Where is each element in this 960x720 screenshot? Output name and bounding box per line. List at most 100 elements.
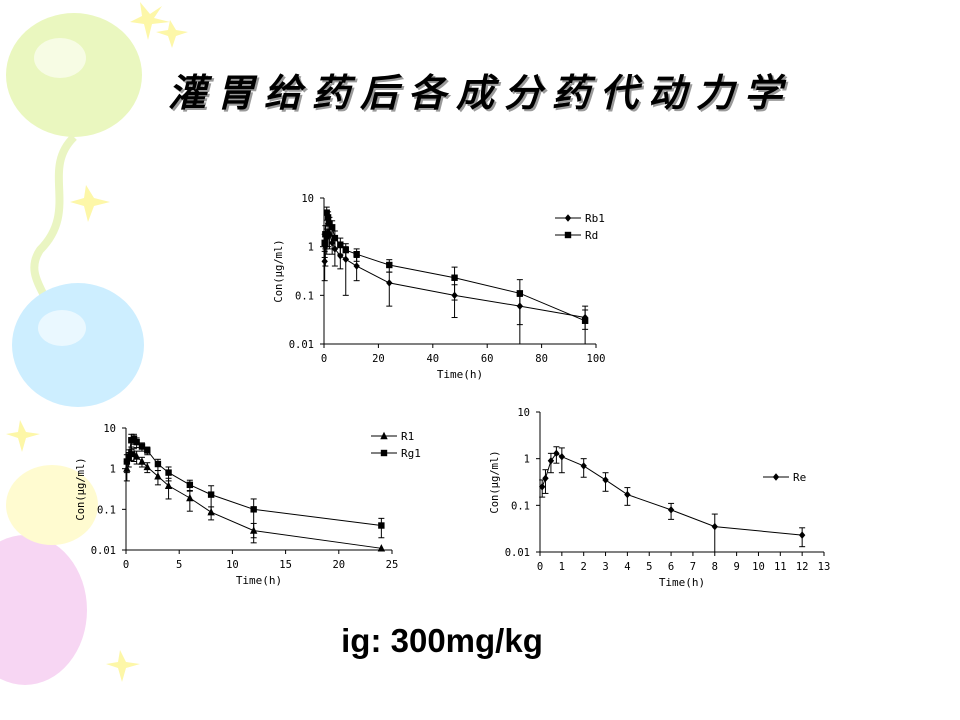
data-point-R1	[186, 493, 194, 502]
data-point-Rd	[516, 290, 524, 297]
blue-balloon-highlight	[38, 310, 86, 346]
data-point-Rg1	[250, 506, 257, 513]
x-tick-label: 6	[668, 561, 674, 573]
x-tick-label: 10	[226, 559, 239, 571]
data-point-Rd	[326, 220, 333, 227]
legend-label-Rg1: Rg1	[401, 447, 421, 460]
data-point-Rd	[331, 234, 339, 242]
y-tick-label: 0.1	[511, 500, 530, 512]
pk-chart-re: 0 1 2 3 4 5 6 7 8 9 10 11 12 130.010.1110Time(h)Con(μ…	[489, 407, 831, 589]
data-point-Rd	[322, 231, 329, 238]
y-axis-label: Con(μg/ml)	[273, 239, 285, 302]
data-point-Re	[558, 453, 566, 461]
x-tick-label: 0	[321, 353, 327, 365]
pink-balloon	[0, 535, 87, 685]
series-Rg1	[123, 433, 385, 539]
data-point-Rd	[581, 317, 589, 324]
data-point-Rd	[353, 251, 360, 258]
data-point-Re	[798, 531, 806, 539]
x-tick-label: 40	[426, 353, 439, 365]
blue-balloon	[12, 283, 144, 407]
legend-label-R1: R1	[401, 430, 414, 443]
legend-marker-Rd	[564, 231, 572, 239]
data-point-Rg1	[138, 443, 146, 450]
y-tick-label: 1	[524, 454, 530, 466]
legend-marker-Rb1	[564, 214, 572, 222]
legend-marker-Rg1	[380, 449, 388, 457]
series-Re	[538, 446, 806, 553]
data-point-R1	[138, 457, 146, 465]
y-tick-label: 10	[103, 423, 116, 435]
x-tick-label: 20	[372, 353, 385, 365]
x-tick-label: 5	[646, 561, 652, 573]
data-point-Re	[711, 522, 718, 531]
data-point-R1	[154, 472, 162, 480]
x-tick-label: 11	[774, 561, 787, 573]
x-tick-label: 100	[587, 353, 606, 365]
y-tick-label: 0.1	[295, 290, 314, 302]
data-point-Rd	[386, 261, 393, 269]
data-point-Rg1	[186, 481, 194, 489]
y-tick-label: 10	[301, 193, 314, 205]
x-tick-label: 10	[752, 561, 765, 573]
series-Rd	[321, 206, 589, 345]
data-point-Rd	[328, 224, 336, 231]
data-point-Rd	[451, 274, 458, 281]
data-point-Rg1	[133, 438, 140, 446]
data-point-Rg1	[144, 447, 151, 454]
x-tick-label: 15	[279, 559, 292, 571]
y-tick-label: 0.01	[289, 339, 314, 351]
data-point-Rb1	[326, 230, 333, 238]
pk-chart-r1-rg1: 0 5 10 15 20 25 0.01 0.1 1 10 Time(h) Con(μg/ml) R1 R…	[75, 423, 421, 587]
data-point-Re	[602, 476, 609, 484]
x-tick-label: 60	[481, 353, 494, 365]
data-point-Rb1	[386, 279, 393, 287]
data-point-Re	[667, 506, 675, 514]
x-tick-label: 2	[581, 561, 587, 573]
data-point-Re	[542, 474, 549, 482]
y-tick-label: 0.1	[97, 504, 116, 516]
x-tick-label: 7	[690, 561, 696, 573]
x-tick-label: 20	[332, 559, 345, 571]
data-point-Rg1	[207, 491, 215, 498]
data-point-Rg1	[378, 522, 385, 529]
green-balloon-highlight	[34, 38, 86, 78]
x-tick-label: 1	[559, 561, 565, 573]
legend-label-Rb1: Rb1	[585, 212, 605, 225]
y-axis-label: Con(μg/ml)	[75, 457, 87, 520]
x-axis-label: Time(h)	[236, 574, 282, 587]
legend-label-Rd: Rd	[585, 229, 598, 242]
x-tick-label: 80	[535, 353, 548, 365]
y-tick-label: 1	[308, 242, 314, 254]
legend-marker-Re	[772, 473, 780, 481]
x-axis-label: Time(h)	[437, 368, 483, 381]
x-tick-label: 8	[712, 561, 718, 573]
data-point-Rb1	[353, 262, 360, 270]
data-point-Rg1	[130, 435, 138, 442]
y-tick-label: 0.01	[505, 547, 530, 559]
data-point-Rg1	[154, 460, 162, 468]
x-tick-label: 4	[624, 561, 630, 573]
legend-label-Re: Re	[793, 471, 806, 484]
data-point-R1	[377, 544, 386, 552]
data-point-Rd	[342, 246, 349, 254]
x-axis-label: Time(h)	[659, 576, 705, 589]
x-tick-label: 3	[602, 561, 608, 573]
data-point-Rg1	[165, 469, 172, 476]
sparkles	[6, 2, 188, 682]
x-tick-label: 0	[123, 559, 129, 571]
y-tick-label: 1	[110, 464, 116, 476]
x-tick-label: 13	[818, 561, 831, 573]
data-point-Re	[580, 462, 587, 470]
x-tick-label: 12	[796, 561, 809, 573]
pk-chart-rb1-rd: 0 20 40 60 80 100 0.01 0.1 1 10 Time(h) Con(μg/ml) R…	[273, 193, 606, 381]
x-tick-label: 0	[537, 561, 543, 573]
data-point-Re	[624, 490, 631, 499]
data-point-Re	[547, 457, 555, 465]
y-tick-label: 0.01	[91, 545, 116, 557]
x-tick-label: 25	[386, 559, 399, 571]
x-tick-label: 5	[176, 559, 182, 571]
yellow-balloon	[6, 465, 98, 545]
data-point-R1	[132, 452, 141, 460]
